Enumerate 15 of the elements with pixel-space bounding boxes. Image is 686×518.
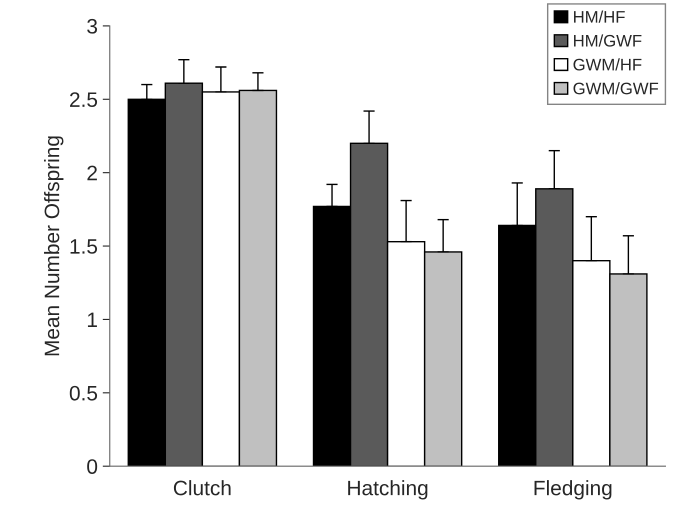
y-tick-label: 1.5	[70, 239, 98, 254]
x-tick-label: Fledging	[534, 480, 612, 500]
x-tick-label: Hatching	[348, 480, 428, 500]
y-tick-label: 2	[87, 166, 97, 180]
y-tick-label: 0.5	[70, 386, 98, 401]
y-tick-label: 1	[88, 312, 97, 327]
y-tick-label: 2.5	[70, 92, 98, 108]
legend-label: HM/GWF	[574, 34, 642, 47]
y-tick-label: 0	[87, 459, 98, 474]
legend-label: GWM/HF	[574, 58, 642, 71]
y-tick-label: 3	[87, 18, 98, 34]
legend-label: GWM/GWF	[574, 82, 658, 94]
y-axis-title: Mean Number Offspring	[44, 136, 64, 356]
legend-label: HM/HF	[574, 10, 625, 23]
x-tick-label: Clutch	[174, 480, 231, 496]
